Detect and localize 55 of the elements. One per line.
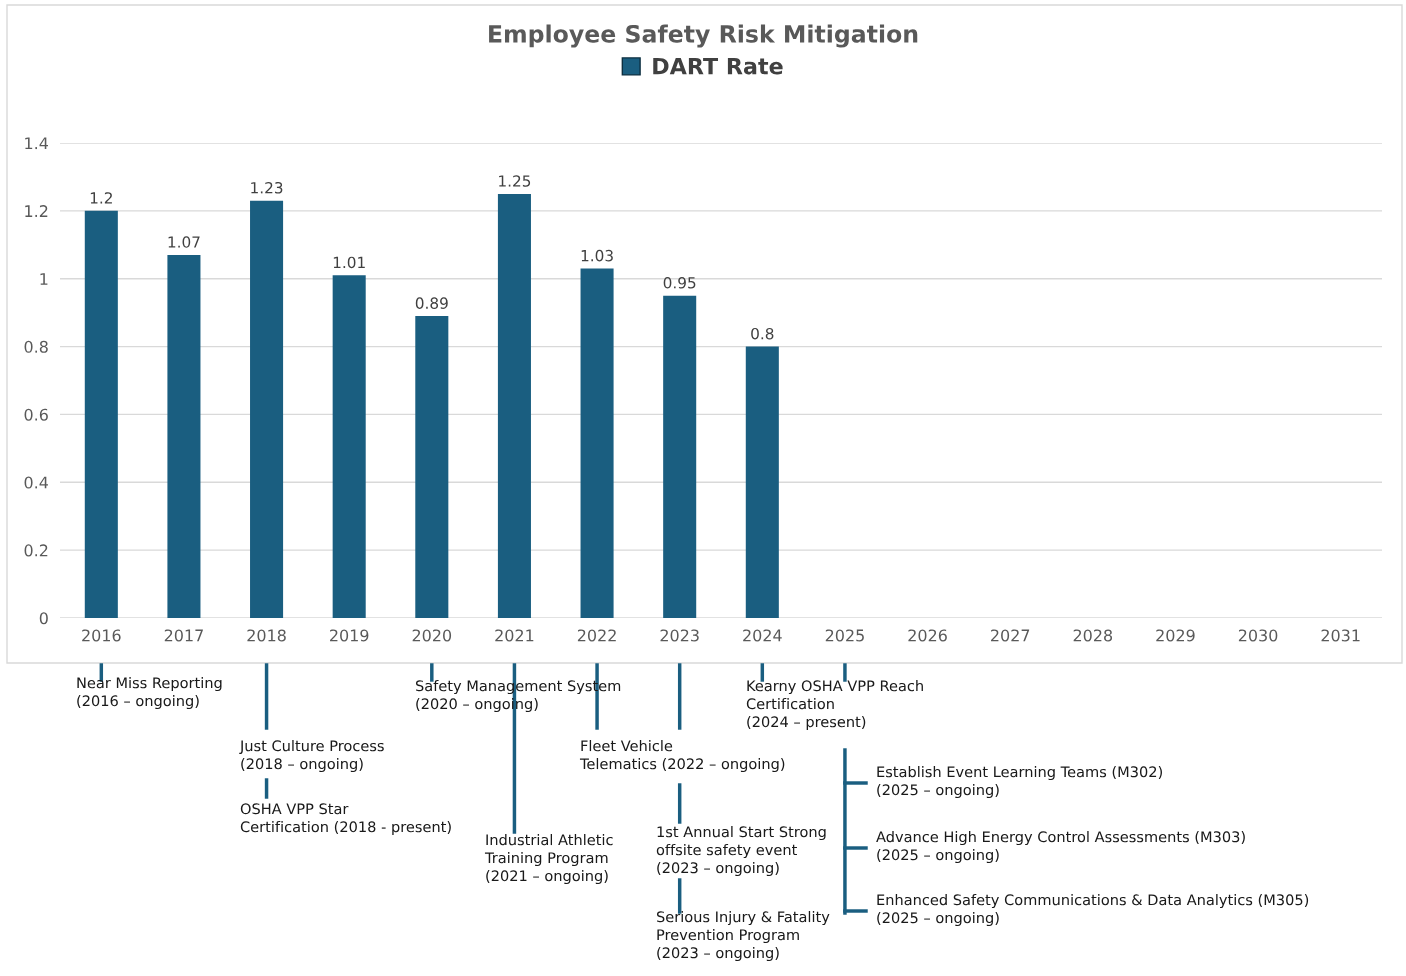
- text: Enhanced Safety Communications & Data Analytics (M305) (2025 – ongoing): [877, 894, 1309, 927]
- data-label: 0.95: [663, 277, 696, 289]
- data-label: 1.01: [333, 256, 365, 269]
- text: OSHA VPP Star Certification (2018 - present): [240, 803, 451, 836]
- bar: [415, 316, 449, 618]
- x-tick-label: 2019: [330, 629, 369, 642]
- bar: [167, 254, 201, 618]
- legend-label: DART Rate: [653, 57, 783, 75]
- data-label: 1.2: [90, 192, 112, 204]
- text: Kearny OSHA VPP Reach Certification (2024 – present): [746, 680, 923, 731]
- chart-title: Employee Safety Risk Mitigation: [489, 24, 918, 48]
- y-tick-label: 0.6: [24, 408, 48, 421]
- x-tick-label: 2018: [247, 629, 286, 642]
- data-label: 0.8: [751, 327, 774, 340]
- text: Industrial Athletic Training Program (2021 – ongoing): [484, 834, 613, 885]
- y-tick-label: 0.8: [24, 340, 48, 353]
- text: Serious Injury & Fatality Prevention Program (2023 – ongoing): [656, 911, 830, 962]
- x-tick-label: 2030: [1238, 629, 1278, 642]
- bar: [745, 346, 779, 618]
- x-tick-label: 2024: [743, 629, 782, 642]
- data-label: 1.07: [168, 236, 200, 248]
- x-tick-label: 2016: [82, 629, 121, 642]
- text: Near Miss Reporting (2016 – ongoing): [77, 677, 222, 710]
- bar: [84, 210, 118, 618]
- bar: [332, 275, 366, 618]
- text: Establish Event Learning Teams (M302) (2025 – ongoing): [877, 766, 1162, 799]
- x-tick-label: 2026: [908, 629, 947, 642]
- data-label: 1.25: [499, 175, 531, 187]
- x-tick-label: 2025: [825, 629, 864, 642]
- text: 1st Annual Start Strong offsite safety event (2023 – ongoing): [656, 826, 826, 877]
- x-tick-label: 2021: [495, 629, 534, 642]
- text: Just Culture Process (2018 – ongoing): [239, 740, 384, 773]
- bar: [580, 268, 614, 618]
- data-label: 1.23: [251, 182, 283, 194]
- y-tick-label: 1: [40, 273, 48, 285]
- text: Fleet Vehicle Telematics (2022 – ongoing): [579, 740, 785, 773]
- y-tick-label: 0: [39, 612, 48, 625]
- y-tick-label: 0.4: [24, 476, 48, 489]
- x-tick-label: 2031: [1321, 629, 1360, 642]
- x-tick-label: 2022: [577, 629, 616, 642]
- x-tick-label: 2027: [991, 629, 1030, 642]
- bar: [663, 295, 697, 618]
- bar: [497, 193, 531, 618]
- y-tick-label: 0.2: [24, 544, 48, 557]
- text: Advance High Energy Control Assessments (M303) (2025 – ongoing): [876, 831, 1245, 864]
- x-tick-label: 2028: [1073, 629, 1113, 642]
- y-tick-label: 1.4: [25, 137, 48, 150]
- x-tick-label: 2029: [1156, 629, 1195, 642]
- data-label: 0.89: [415, 297, 448, 309]
- x-tick-label: 2023: [660, 629, 699, 642]
- x-tick-label: 2017: [164, 629, 203, 642]
- x-tick-label: 2020: [412, 629, 452, 642]
- data-label: 1.03: [581, 249, 613, 262]
- y-tick-label: 1.2: [25, 205, 48, 217]
- bar: [250, 200, 284, 618]
